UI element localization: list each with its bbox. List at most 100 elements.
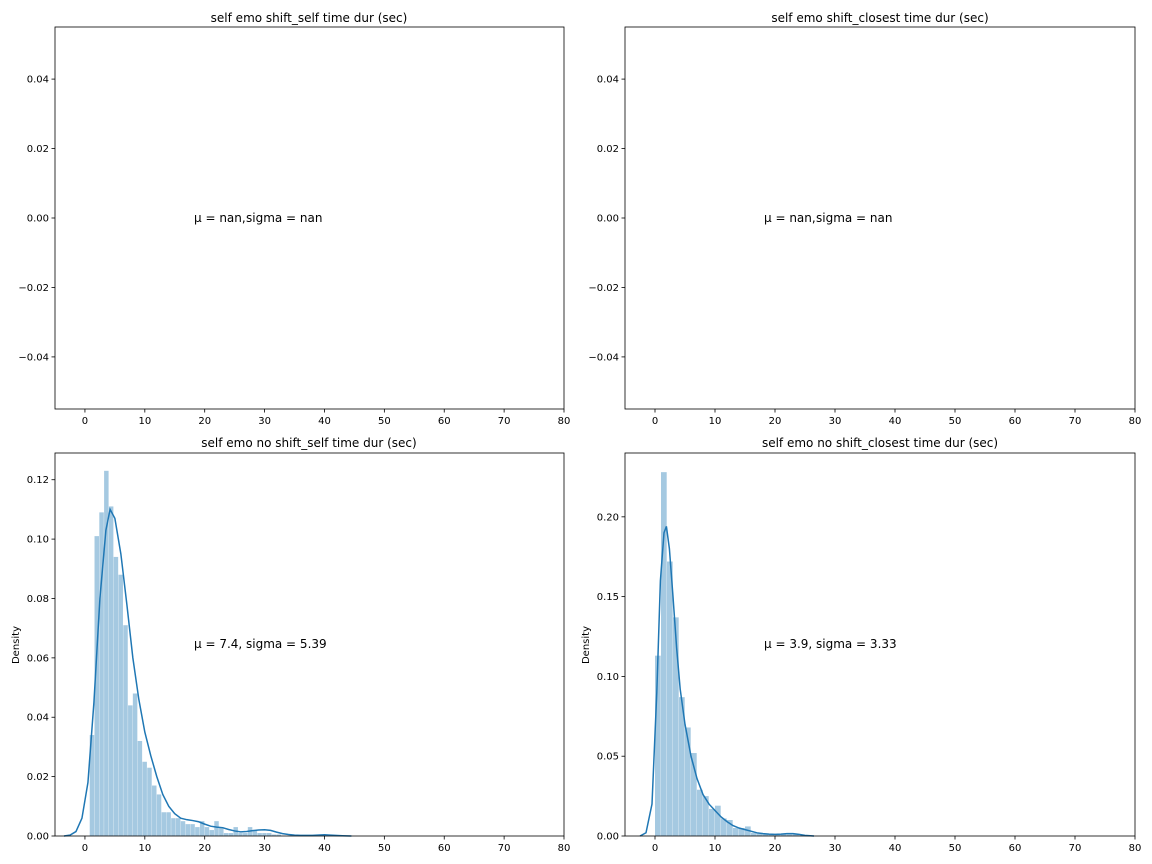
histogram-bar	[739, 828, 745, 836]
x-tick-label: 40	[318, 416, 331, 427]
x-tick-label: 10	[138, 416, 151, 427]
x-tick-label: 50	[378, 843, 391, 854]
histogram-bar	[137, 740, 143, 836]
histogram-bar	[142, 761, 147, 836]
stats-sigma: sigma = 3.33	[816, 637, 897, 651]
histogram-bar	[252, 830, 258, 836]
y-tick-label: 0.00	[597, 832, 619, 843]
kde-line	[63, 507, 352, 837]
subplot-self-emo-shift-closest: self emo shift_closest time dur (sec) μ …	[588, 11, 1141, 427]
histogram-bar	[175, 818, 181, 836]
histogram-bar	[733, 828, 739, 836]
x-tick-label: 30	[829, 416, 842, 427]
y-tick-label: 0.12	[27, 475, 49, 486]
histogram-bar	[709, 808, 715, 836]
histogram-bar	[757, 832, 763, 836]
histogram-bar	[147, 767, 152, 836]
x-tick-label: 60	[438, 416, 451, 427]
histogram-bar	[166, 812, 171, 836]
histogram-bar	[679, 697, 685, 836]
y-tick-label: 0.02	[27, 144, 49, 155]
histogram-bar	[727, 820, 733, 836]
histogram-bar	[703, 796, 709, 836]
histogram-bar	[113, 556, 119, 836]
histogram-bar	[721, 818, 727, 836]
y-tick-label: 0.10	[27, 535, 49, 546]
stats-sigma: sigma = nan	[246, 211, 323, 225]
subplot-title: self emo no shift_closest time dur (sec)	[762, 436, 998, 450]
histogram-bar	[793, 834, 799, 836]
histogram-bar	[219, 827, 224, 836]
x-tick-label: 80	[1129, 843, 1142, 854]
histogram-bar	[94, 536, 100, 836]
axes-frame	[54, 452, 565, 837]
histogram-bar	[99, 512, 104, 836]
stats-sigma: sigma = nan	[816, 211, 893, 225]
histogram-bar	[238, 833, 243, 836]
histogram-bar	[156, 794, 162, 836]
histogram-bar	[123, 625, 128, 836]
y-tick-label: 0.00	[27, 832, 49, 843]
subplot-title: self emo shift_self time dur (sec)	[211, 11, 408, 25]
histogram-bar	[128, 705, 133, 836]
y-tick-label: 0.02	[597, 144, 619, 155]
subplot-self-emo-no-shift-self: self emo no shift_self time dur (sec) De…	[11, 436, 570, 854]
y-axis-label: Density	[11, 626, 22, 664]
histogram-bar	[190, 824, 195, 836]
histogram-bar	[691, 753, 697, 836]
y-tick-label: 0.20	[597, 512, 619, 523]
x-tick-label: 10	[709, 843, 722, 854]
histogram-bar	[787, 834, 793, 836]
x-tick-label: 60	[438, 843, 451, 854]
histogram-bar	[685, 727, 691, 836]
x-tick-label: 0	[652, 843, 658, 854]
histogram-bar	[673, 617, 679, 836]
x-tick-label: 60	[1009, 843, 1022, 854]
x-tick-label: 0	[82, 843, 88, 854]
histogram-bar	[108, 506, 114, 836]
stats-sigma: sigma = 5.39	[246, 637, 327, 651]
subplot-self-emo-shift-self: self emo shift_self time dur (sec) μ = n…	[18, 11, 570, 427]
histogram-bar	[271, 834, 277, 836]
histogram-bar	[262, 833, 267, 836]
x-tick-label: 80	[1129, 416, 1142, 427]
y-tick-label: −0.04	[18, 352, 49, 363]
stats-mu: μ = nan,	[194, 211, 246, 225]
histogram-bar	[195, 827, 200, 836]
x-tick-label: 40	[889, 843, 902, 854]
x-tick-label: 20	[198, 416, 211, 427]
x-tick-label: 0	[652, 416, 658, 427]
histogram-bar	[266, 833, 272, 836]
x-tick-label: 30	[258, 843, 271, 854]
histogram-bar	[118, 574, 123, 836]
histogram-bar	[763, 834, 769, 836]
histogram-bar	[199, 821, 205, 836]
y-axis-label: Density	[581, 626, 592, 664]
histogram-bar	[228, 833, 234, 836]
x-tick-label: 30	[258, 416, 271, 427]
y-tick-label: 0.04	[27, 713, 49, 724]
x-tick-label: 70	[1069, 843, 1082, 854]
histogram-bar	[243, 833, 248, 836]
y-tick-label: −0.02	[18, 283, 49, 294]
y-tick-label: 0.00	[597, 214, 619, 225]
histogram-bar	[751, 832, 757, 836]
x-tick-label: 30	[829, 843, 842, 854]
x-tick-label: 70	[498, 843, 511, 854]
histogram-bar	[161, 812, 167, 836]
x-tick-label: 20	[769, 416, 782, 427]
histogram-bar	[132, 693, 138, 836]
x-tick-label: 50	[949, 843, 962, 854]
stats-mu: μ = 3.9,	[764, 637, 812, 651]
histogram-bar	[775, 834, 781, 836]
x-tick-label: 40	[889, 416, 902, 427]
y-tick-label: −0.02	[588, 283, 619, 294]
x-tick-label: 40	[318, 843, 331, 854]
histogram-bar	[769, 834, 775, 836]
x-tick-label: 10	[709, 416, 722, 427]
histogram-bar	[209, 830, 214, 836]
x-tick-label: 50	[949, 416, 962, 427]
histogram-bar	[171, 818, 176, 836]
y-tick-label: 0.02	[27, 772, 49, 783]
x-tick-label: 70	[1069, 416, 1082, 427]
